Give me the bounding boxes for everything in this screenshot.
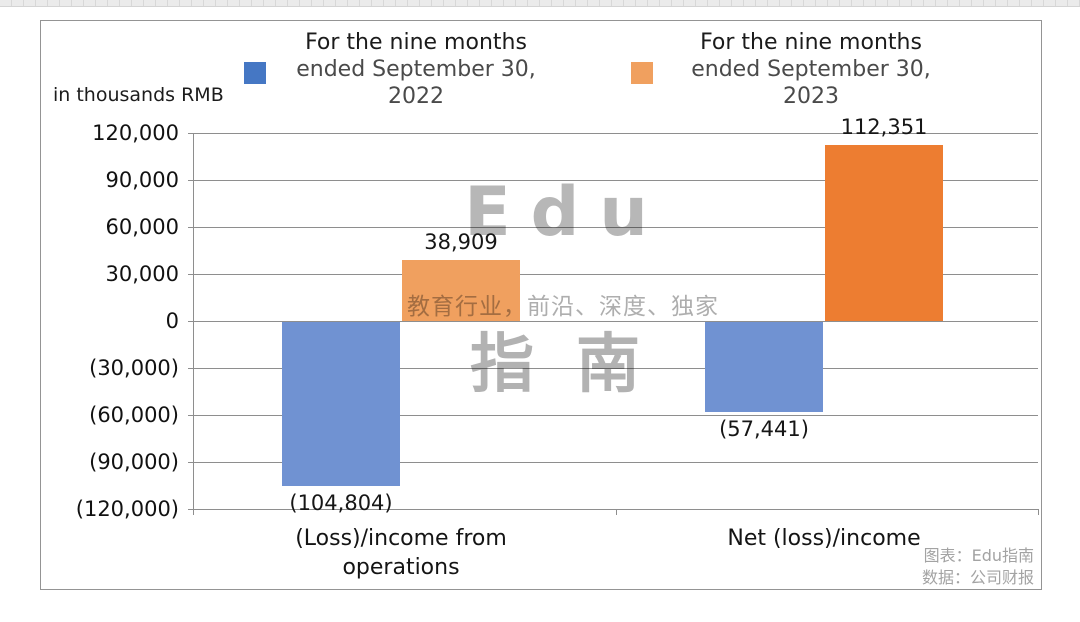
gridline (188, 462, 1038, 463)
y-axis-tick-label: (120,000) (75, 497, 179, 521)
gridline (188, 227, 1038, 228)
y-axis-line (193, 133, 194, 514)
x-axis-category-label-2: Net (loss)/income (727, 526, 921, 551)
legend-label-line: ended September 30, (296, 57, 536, 82)
bar-series1-cat2 (705, 322, 823, 412)
y-axis-tick-label: (90,000) (89, 450, 179, 474)
bar-series1-cat1 (282, 322, 400, 486)
legend-label-line: ended September 30, (691, 57, 931, 82)
legend-swatch-2023-icon (631, 62, 653, 84)
legend-item-2023: For the nine months ended September 30, … (631, 29, 961, 110)
y-axis-unit-label: in thousands RMB (53, 84, 224, 106)
gridline (188, 274, 1038, 275)
y-axis-tick-label: 60,000 (105, 215, 179, 239)
gridline (188, 133, 1038, 134)
spreadsheet-edge-strip (0, 0, 1080, 7)
gridline (188, 321, 1038, 322)
x-axis-category-label-1: (Loss)/income from operations (295, 526, 507, 580)
chart-container: in thousands RMB For the nine months end… (40, 20, 1042, 590)
gridline (188, 509, 1038, 510)
source-credits: 图表：Edu指南 数据：公司财报 (922, 545, 1034, 589)
y-axis-tick-label: 90,000 (105, 168, 179, 192)
y-axis-tick-label: (60,000) (89, 403, 179, 427)
legend-label-line: For the nine months (700, 30, 922, 55)
data-label-series2-cat2: 112,351 (840, 115, 928, 139)
data-label-series1-cat2: (57,441) (719, 417, 809, 441)
gridline (188, 368, 1038, 369)
legend-label-line: 2023 (783, 84, 839, 109)
y-axis-tick-label: 0 (165, 309, 179, 333)
x-axis-tick (193, 509, 194, 515)
chart-source-credit: 图表：Edu指南 (923, 546, 1034, 565)
y-axis-tick-label: 120,000 (92, 121, 179, 145)
data-label-series1-cat1: (104,804) (289, 491, 393, 515)
gridline (188, 180, 1038, 181)
legend-item-2022: For the nine months ended September 30, … (244, 29, 566, 110)
data-source-credit: 数据：公司财报 (921, 568, 1034, 587)
gridline (188, 415, 1038, 416)
legend-label-line: For the nine months (305, 30, 527, 55)
data-label-series2-cat1: 38,909 (424, 230, 498, 254)
bar-series2-cat2 (825, 145, 943, 321)
watermark-brand-bottom: 指南 (470, 328, 682, 402)
y-axis-tick-label: (30,000) (89, 356, 179, 380)
legend-label-line: 2022 (388, 84, 444, 109)
y-axis-tick-label: 30,000 (105, 262, 179, 286)
legend-swatch-2022-icon (244, 62, 266, 84)
x-axis-tick (616, 509, 617, 515)
bar-series2-cat1 (402, 260, 520, 321)
x-axis-tick (1038, 509, 1039, 515)
